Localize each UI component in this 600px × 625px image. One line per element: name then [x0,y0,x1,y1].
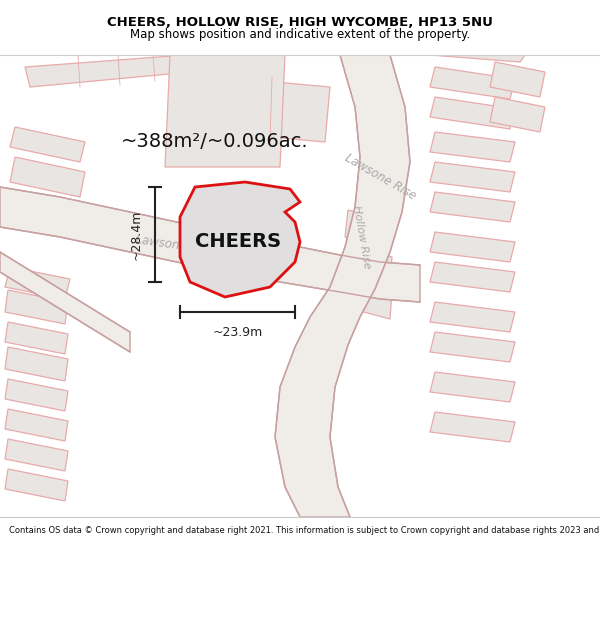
Polygon shape [430,372,515,402]
Polygon shape [430,412,515,442]
Polygon shape [5,469,68,501]
Polygon shape [5,322,68,354]
Text: CHEERS, HOLLOW RISE, HIGH WYCOMBE, HP13 5NU: CHEERS, HOLLOW RISE, HIGH WYCOMBE, HP13 … [107,16,493,29]
Polygon shape [5,267,70,299]
Polygon shape [5,347,68,381]
Polygon shape [345,210,392,249]
Polygon shape [0,252,130,352]
Text: Lawsone Rise: Lawsone Rise [342,151,418,202]
Polygon shape [430,132,515,162]
Polygon shape [5,290,68,324]
Polygon shape [430,162,515,192]
Polygon shape [345,280,392,319]
Polygon shape [345,245,392,284]
Polygon shape [5,439,68,471]
Polygon shape [430,55,525,62]
Text: ~388m²/~0.096ac.: ~388m²/~0.096ac. [121,132,309,151]
Polygon shape [5,379,68,411]
Polygon shape [10,157,85,197]
Text: CHEERS: CHEERS [195,232,281,251]
Polygon shape [490,62,545,97]
Polygon shape [25,55,190,87]
Text: Hollow Rise: Hollow Rise [352,204,373,269]
Polygon shape [0,187,420,302]
Polygon shape [10,127,85,162]
Polygon shape [5,409,68,441]
Text: Contains OS data © Crown copyright and database right 2021. This information is : Contains OS data © Crown copyright and d… [9,526,600,534]
Polygon shape [430,262,515,292]
Polygon shape [430,302,515,332]
Polygon shape [275,55,410,517]
Polygon shape [430,97,515,129]
Text: ~23.9m: ~23.9m [212,326,263,339]
Text: Lawsone Rise: Lawsone Rise [134,233,215,257]
Polygon shape [180,182,300,297]
Polygon shape [430,232,515,262]
Text: Map shows position and indicative extent of the property.: Map shows position and indicative extent… [130,28,470,41]
Polygon shape [10,190,75,227]
Polygon shape [430,192,515,222]
Polygon shape [215,77,330,142]
Polygon shape [490,97,545,132]
Polygon shape [430,332,515,362]
Polygon shape [165,55,285,167]
Text: ~28.4m: ~28.4m [130,209,143,259]
Polygon shape [430,67,515,99]
